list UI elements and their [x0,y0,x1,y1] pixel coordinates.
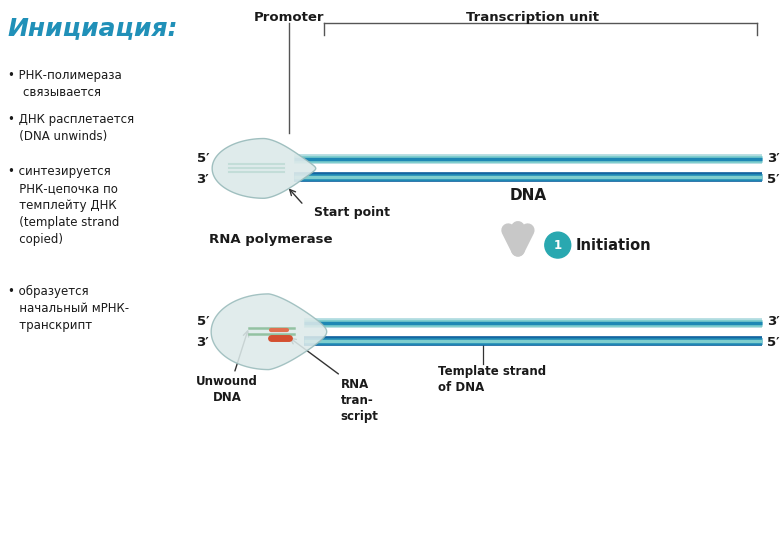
Polygon shape [211,294,327,369]
Text: Unwound
DNA: Unwound DNA [196,375,258,403]
Text: Template strand
of DNA: Template strand of DNA [438,364,546,394]
Text: Initiation: Initiation [576,238,651,253]
Text: 3′: 3′ [767,315,780,328]
Text: 5′: 5′ [767,173,779,186]
Text: • синтезируется
   РНК-цепочка по
   темплейту ДНК
   (template strand
   copied: • синтезируется РНК-цепочка по темплейту… [8,165,119,246]
Text: 5′: 5′ [197,315,209,328]
Text: 1: 1 [554,239,562,252]
Text: • РНК-полимераза
    связывается: • РНК-полимераза связывается [8,69,122,99]
Polygon shape [212,139,316,198]
Text: • ДНК расплетается
   (DNA unwinds): • ДНК расплетается (DNA unwinds) [8,113,134,143]
Text: 3′: 3′ [767,152,780,165]
Text: Инициация:: Инициация: [8,16,179,40]
Text: Transcription unit: Transcription unit [466,11,599,24]
Text: RNA
tran-
script: RNA tran- script [341,377,378,423]
Text: Promoter: Promoter [254,11,324,24]
Text: DNA: DNA [509,188,547,204]
Text: 5′: 5′ [767,336,779,349]
Text: 3′: 3′ [197,336,209,349]
Text: 5′: 5′ [197,152,209,165]
Circle shape [544,232,571,258]
Text: Start point: Start point [314,206,390,219]
Text: RNA polymerase: RNA polymerase [209,233,332,246]
Text: 3′: 3′ [197,173,209,186]
Text: • образуется
   начальный мРНК-
   транскрипт: • образуется начальный мРНК- транскрипт [8,285,129,332]
